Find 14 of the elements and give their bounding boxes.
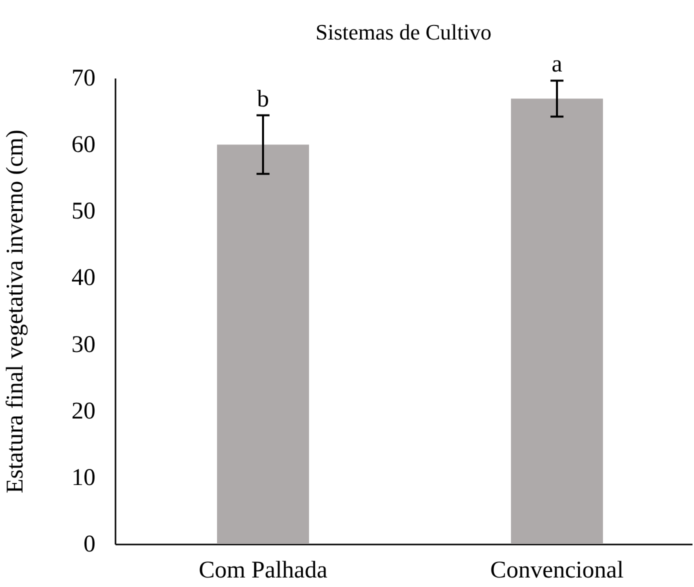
y-tick-label: 30 <box>72 332 96 358</box>
x-tick-label: Convencional <box>490 558 624 584</box>
chart-title: Sistemas de Cultivo <box>316 20 492 45</box>
y-tick-label: 70 <box>72 66 96 92</box>
y-tick-label: 10 <box>72 464 96 491</box>
y-tick-label: 60 <box>72 132 96 158</box>
y-tick-label: 20 <box>72 398 96 424</box>
y-tick-label: 0 <box>84 532 96 558</box>
y-tick-label: 40 <box>72 265 96 292</box>
y-tick-label: 50 <box>72 198 96 225</box>
annotation: a <box>552 52 563 78</box>
annotation: b <box>257 86 270 112</box>
x-tick-label: Com Palhada <box>198 558 328 584</box>
y-axis-title: Estatura final vegetativa inverno (cm) <box>2 130 28 494</box>
